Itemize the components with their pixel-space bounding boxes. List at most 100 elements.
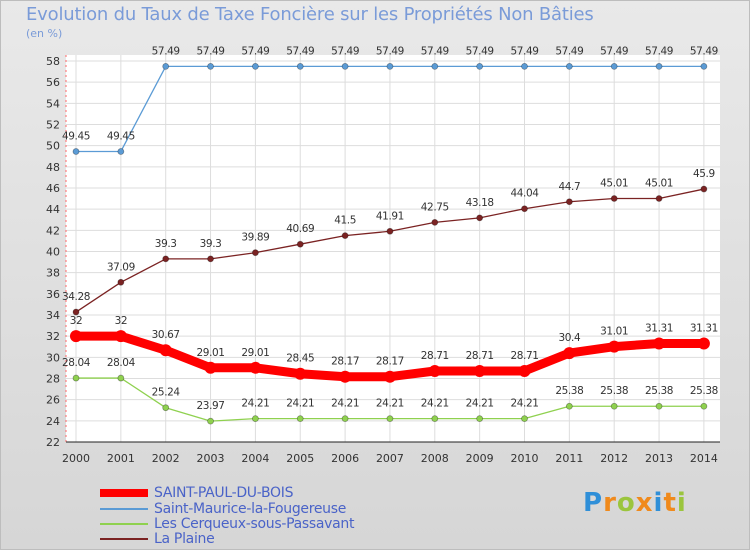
data-point: [72, 374, 80, 382]
logo-letter: P: [583, 488, 604, 518]
data-label: 37.09: [107, 261, 135, 273]
y-tick-label: 28: [46, 373, 60, 386]
y-tick-label: 54: [46, 97, 60, 110]
data-label: 29.01: [197, 347, 225, 359]
data-label: 25.24: [152, 387, 181, 399]
data-point: [251, 249, 259, 257]
data-label: 39.3: [155, 238, 177, 250]
y-tick-label: 58: [46, 55, 60, 68]
data-point: [251, 62, 259, 70]
data-label: 32: [115, 315, 128, 327]
logo-letter: r: [603, 488, 617, 518]
y-tick-label: 32: [46, 330, 60, 343]
x-tick-label: 2003: [197, 452, 225, 465]
data-point: [431, 415, 439, 423]
data-point: [117, 148, 125, 155]
data-label: 23.97: [197, 400, 225, 412]
data-label: 57.49: [331, 45, 359, 57]
x-tick-label: 2012: [600, 452, 628, 465]
x-tick-label: 2006: [331, 452, 359, 465]
data-point: [476, 214, 484, 222]
x-tick-label: 2000: [62, 452, 90, 465]
data-label: 25.38: [645, 385, 673, 397]
y-tick-label: 38: [46, 267, 60, 280]
data-point: [563, 347, 576, 360]
data-point: [521, 415, 528, 423]
data-label: 42.75: [421, 201, 449, 213]
data-point: [207, 417, 214, 425]
data-point: [700, 185, 708, 193]
data-label: 28.17: [331, 356, 359, 368]
data-point: [117, 278, 125, 286]
x-tick-label: 2009: [466, 452, 494, 465]
legend-swatch-saint-maurice-la-fougereuse: [100, 508, 148, 510]
proxiti-logo: Proxiti: [583, 488, 687, 518]
data-point: [700, 62, 708, 70]
x-tick-label: 2008: [421, 452, 449, 465]
data-label: 28.45: [286, 353, 314, 365]
data-label: 24.21: [331, 398, 359, 410]
data-point: [610, 195, 618, 202]
x-tick-label: 2002: [152, 452, 180, 465]
data-point: [700, 402, 708, 410]
data-label: 25.38: [600, 385, 628, 397]
legend-item-saint-paul-du-bois: SAINT-PAUL-DU-BOIS: [100, 484, 294, 502]
y-tick-label: 30: [46, 351, 60, 364]
data-label: 49.45: [107, 130, 135, 142]
data-label: 57.49: [645, 45, 673, 57]
data-point: [204, 361, 217, 374]
y-tick-label: 50: [46, 140, 60, 153]
data-label: 24.21: [286, 398, 314, 410]
data-label: 44.7: [558, 181, 580, 193]
data-label: 41.91: [376, 210, 404, 222]
data-label: 28.04: [62, 357, 91, 369]
y-tick-label: 42: [46, 224, 60, 237]
data-label: 45.9: [693, 168, 715, 180]
data-label: 57.49: [241, 45, 269, 57]
data-point: [341, 62, 349, 70]
data-label: 31.01: [600, 326, 628, 338]
data-point: [431, 218, 439, 226]
data-label: 57.49: [690, 45, 718, 57]
data-point: [610, 402, 618, 410]
x-tick-label: 2004: [241, 452, 269, 465]
data-point: [521, 205, 528, 213]
data-point: [476, 62, 484, 70]
data-label: 57.49: [510, 45, 538, 57]
data-label: 30.67: [152, 329, 180, 341]
data-label: 49.45: [62, 130, 90, 142]
data-point: [296, 62, 304, 70]
data-label: 28.71: [510, 350, 538, 362]
data-point: [476, 415, 484, 423]
legend-item-saint-maurice-la-fougereuse: Saint-Maurice-la-Fougereuse: [100, 500, 346, 518]
y-tick-label: 52: [46, 119, 60, 132]
logo-letter: i: [653, 488, 664, 518]
x-tick-label: 2005: [286, 452, 314, 465]
data-point: [608, 340, 621, 353]
data-label: 32: [70, 315, 83, 327]
data-point: [162, 255, 170, 263]
y-tick-label: 44: [46, 203, 60, 216]
data-point: [655, 195, 663, 202]
data-label: 31.31: [690, 322, 718, 334]
data-label: 39.3: [200, 238, 222, 250]
data-label: 45.01: [600, 177, 628, 189]
data-point: [249, 361, 262, 374]
data-label: 57.49: [466, 45, 494, 57]
data-label: 28.71: [466, 350, 494, 362]
data-point: [386, 62, 394, 70]
data-label: 24.21: [376, 398, 404, 410]
data-point: [610, 62, 618, 70]
data-label: 45.01: [645, 177, 673, 189]
x-tick-label: 2010: [511, 452, 539, 465]
data-label: 57.49: [421, 45, 449, 57]
logo-letter: o: [616, 488, 636, 518]
data-point: [72, 148, 80, 155]
data-label: 34.28: [62, 291, 90, 303]
data-point: [386, 227, 394, 235]
data-point: [294, 367, 307, 380]
data-point: [296, 240, 304, 248]
x-tick-label: 2011: [555, 452, 583, 465]
data-point: [428, 364, 441, 377]
